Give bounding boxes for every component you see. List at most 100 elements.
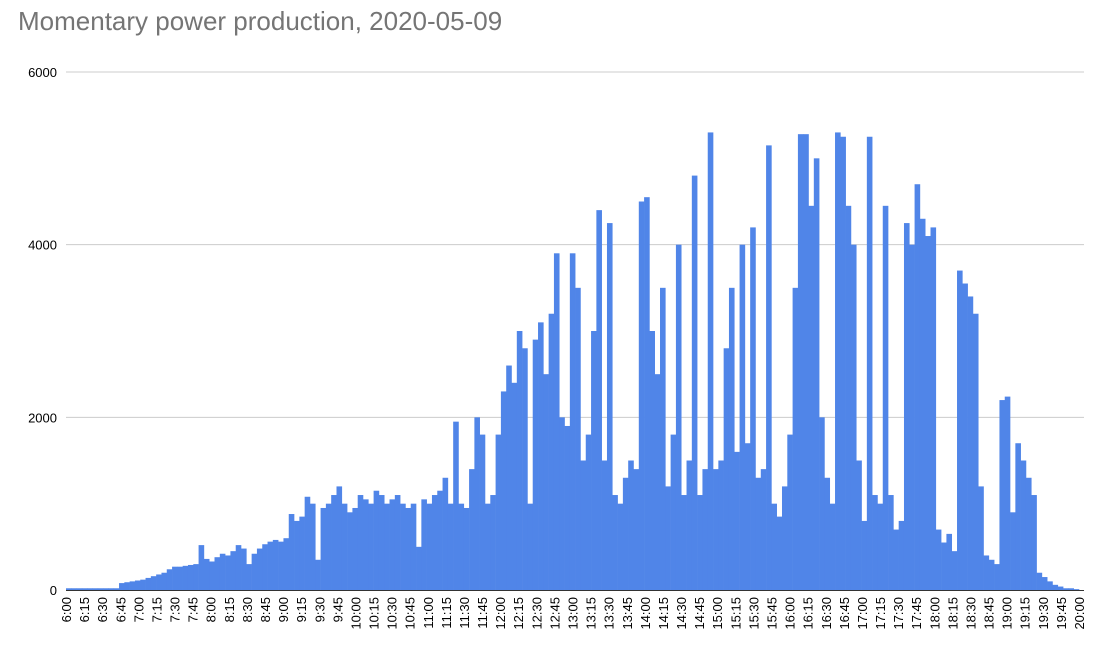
bar (824, 477, 831, 590)
bar (893, 529, 899, 590)
x-tick-label: 15:45 (765, 597, 780, 630)
bar (628, 460, 634, 590)
x-tick-label: 13:15 (584, 597, 599, 630)
x-tick-label: 10:45 (403, 597, 418, 630)
x-tick-label: 20:00 (1072, 597, 1087, 630)
x-tick-label: 11:30 (457, 597, 472, 629)
bar (1020, 460, 1027, 590)
x-tick-label: 10:15 (367, 597, 382, 630)
bar (203, 558, 210, 590)
bar (559, 417, 565, 590)
bar (941, 542, 947, 590)
bar (389, 499, 396, 590)
bar (713, 469, 719, 590)
bar (198, 545, 205, 590)
x-tick-label: 14:15 (656, 597, 671, 630)
bar (479, 434, 486, 590)
bar (262, 544, 268, 590)
x-tick-label: 18:00 (927, 597, 942, 630)
bar (325, 503, 332, 590)
x-tick-label: 6:15 (77, 597, 92, 622)
bar (150, 576, 157, 590)
bar (601, 460, 608, 590)
bar (241, 548, 247, 590)
bar (299, 516, 305, 590)
x-tick-label: 17:45 (909, 597, 924, 630)
bar (665, 486, 671, 590)
x-tick-label: 8:15 (222, 597, 237, 622)
x-tick-label: 16:45 (837, 597, 852, 630)
bar (124, 582, 130, 590)
bar (872, 495, 878, 590)
bar (553, 253, 560, 591)
bar (564, 425, 571, 590)
x-tick-label: 11:00 (421, 597, 436, 629)
bar (644, 197, 650, 590)
bar (585, 434, 592, 590)
bar (140, 579, 146, 590)
x-tick-label: 12:15 (511, 597, 526, 630)
bar (320, 507, 327, 590)
bar (856, 460, 862, 590)
x-tick-label: 18:15 (945, 597, 960, 630)
x-tick-label: 11:15 (439, 597, 454, 629)
x-tick-label: 17:15 (873, 597, 888, 630)
x-tick-label: 12:45 (547, 597, 562, 630)
bar (92, 588, 99, 590)
bar (453, 421, 459, 590)
bar (813, 158, 820, 590)
bar (532, 339, 539, 590)
bar (776, 516, 783, 590)
bar (490, 495, 496, 590)
x-tick-label: 14:45 (692, 597, 707, 630)
bar (1010, 512, 1016, 590)
bar (294, 520, 300, 590)
bar (394, 495, 401, 590)
bar (723, 348, 730, 590)
bar (978, 486, 984, 590)
x-tick-label: 7:00 (131, 597, 146, 622)
bar (219, 553, 226, 590)
bar (469, 469, 475, 590)
bar (66, 588, 72, 590)
bar (994, 564, 1000, 590)
bar (283, 538, 290, 590)
bar (484, 503, 491, 590)
x-tick-label: 6:45 (113, 597, 128, 622)
bar (119, 583, 125, 590)
x-tick-label: 16:00 (783, 597, 798, 630)
bar (734, 451, 740, 590)
bar (267, 541, 274, 590)
bar (256, 548, 263, 590)
x-tick-label: 8:45 (258, 597, 273, 622)
x-tick-label: 16:30 (819, 597, 834, 630)
bar (225, 555, 231, 590)
bar (633, 469, 640, 590)
bar (771, 503, 777, 590)
bar (638, 201, 645, 590)
bar (792, 287, 799, 590)
bar (787, 434, 793, 590)
bar (1025, 477, 1032, 590)
bar (272, 539, 279, 590)
bar (309, 503, 316, 590)
bar (437, 490, 443, 590)
bar (591, 331, 597, 590)
bar (569, 253, 576, 591)
bar (951, 551, 958, 590)
bar (840, 136, 846, 590)
bar (697, 495, 703, 590)
bar (622, 477, 629, 590)
x-tick-label: 19:15 (1018, 597, 1033, 630)
bar (919, 218, 926, 590)
bar (903, 223, 910, 590)
bar (405, 507, 412, 590)
x-axis: 6:00 6:15 6:30 6:45 7:00 7:15 7:30 7:45 8:00 8:15… (59, 597, 1087, 630)
bar (209, 561, 215, 590)
bar (861, 520, 868, 590)
bar (341, 503, 348, 590)
chart-title: Momentary power production, 2020-05-09 (18, 6, 503, 36)
x-tick-label: 19:30 (1036, 597, 1051, 630)
bar (850, 244, 857, 591)
y-tick-label: 2000 (28, 410, 57, 425)
